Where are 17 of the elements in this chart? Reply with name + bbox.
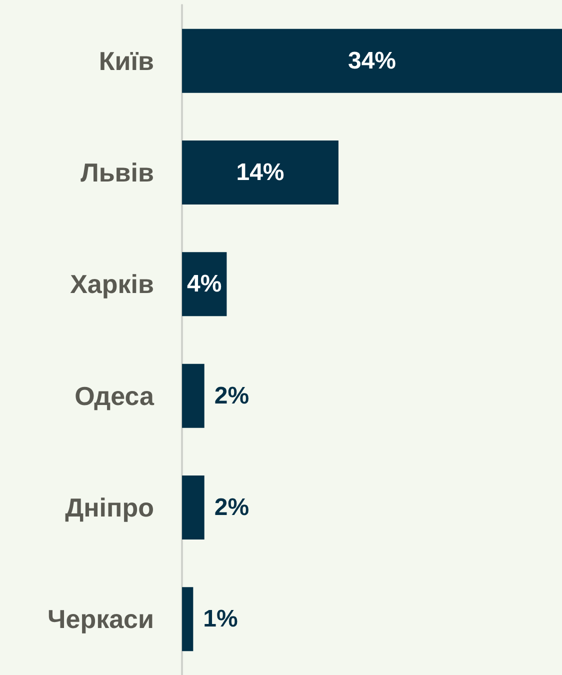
data-label: 2% [214, 382, 250, 410]
bar [182, 476, 204, 540]
y-tick-label: Львів [80, 158, 154, 188]
bar [182, 587, 194, 652]
data-label: 4% [187, 270, 222, 298]
data-label: 1% [203, 606, 238, 633]
data-label: 14% [236, 159, 284, 186]
data-label: 34% [348, 47, 396, 74]
y-tick-label: Київ [98, 46, 154, 76]
y-tick-label: Одеса [74, 380, 155, 411]
bar [182, 28, 562, 93]
bar [182, 364, 204, 428]
bar [182, 140, 338, 204]
y-tick-label: Черкаси [47, 604, 154, 634]
y-tick-label: Харків [70, 269, 154, 300]
y-tick-label: Дніпро [65, 492, 154, 522]
data-label: 2% [214, 494, 250, 521]
